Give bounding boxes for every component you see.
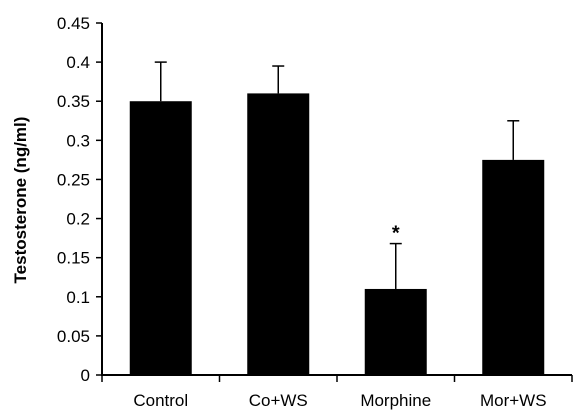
y-tick-label: 0.35: [57, 92, 90, 111]
x-category-label: Co+WS: [249, 391, 308, 410]
y-tick-label: 0.3: [66, 131, 90, 150]
bar-control: [129, 101, 192, 375]
y-tick-label: 0.25: [57, 170, 90, 189]
x-category-label: Mor+WS: [480, 391, 547, 410]
significance-marker: *: [392, 223, 400, 245]
annotations-group: *: [392, 223, 400, 245]
y-axis-title: Testosterone (ng/ml): [11, 117, 30, 284]
y-tick-label: 0.2: [66, 210, 90, 229]
x-category-label: Morphine: [360, 391, 431, 410]
y-tick-label: 0.4: [66, 53, 90, 72]
bar-mor-ws: [482, 159, 545, 375]
y-tick-label: 0.15: [57, 249, 90, 268]
bars-group: [129, 93, 545, 376]
x-category-label: Control: [133, 391, 188, 410]
x-ticks-group: [101, 375, 573, 382]
y-tick-label: 0.45: [57, 14, 90, 33]
y-ticks-group: 0 0.05 0.1 0.15 0.2 0.25 0.3 0.35 0.4 0.45: [57, 14, 102, 385]
x-labels-group: Control Co+WS Morphine Mor+WS: [133, 391, 546, 410]
bar-morphine: [364, 288, 427, 375]
error-bars-group: [154, 61, 520, 289]
y-tick-label: 0.05: [57, 327, 90, 346]
y-tick-label: 0: [81, 366, 90, 385]
y-tick-label: 0.1: [66, 288, 90, 307]
bar-co-ws: [247, 93, 310, 376]
